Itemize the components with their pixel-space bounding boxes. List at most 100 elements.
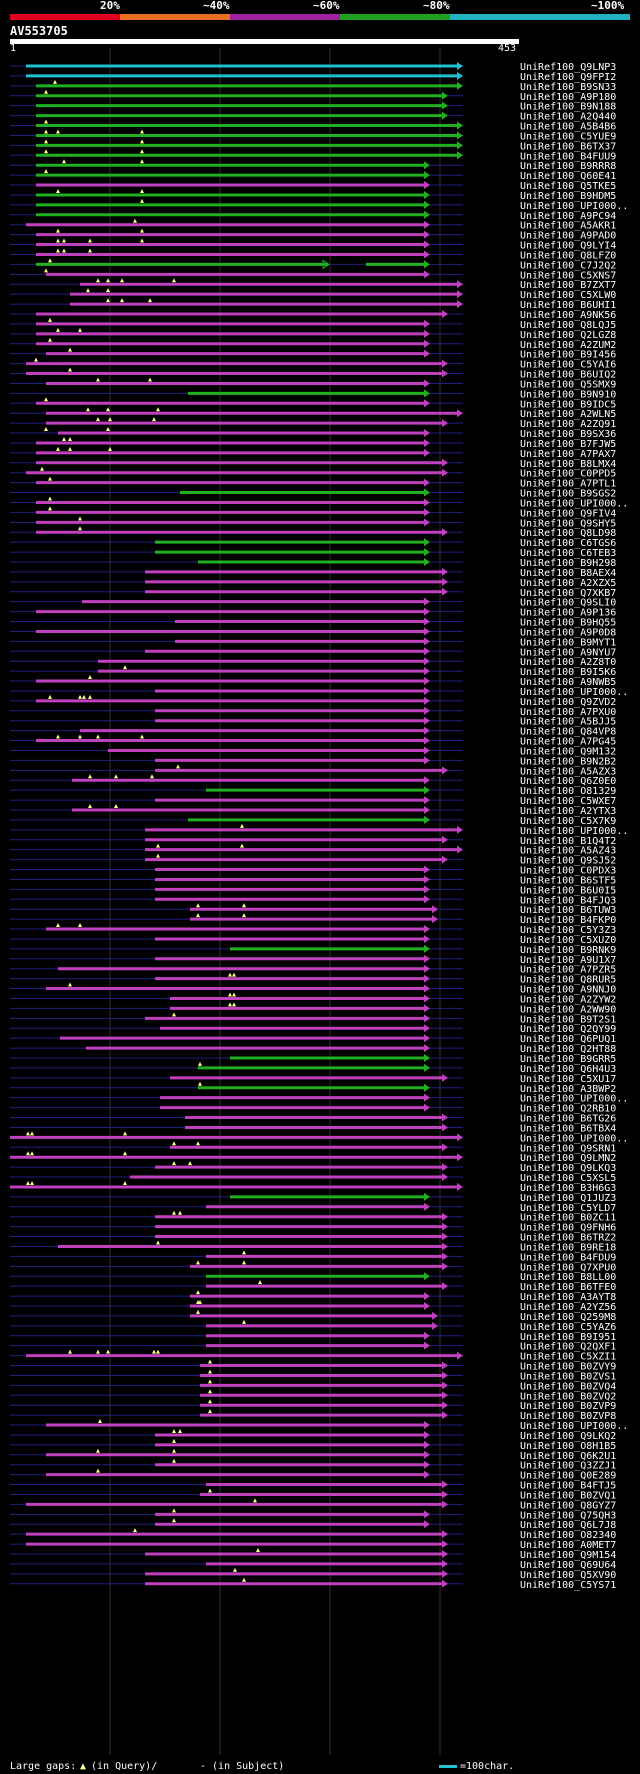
hit-arrow-icon xyxy=(424,696,430,705)
hit-label: UniRef100_B6TBX4 xyxy=(520,1123,616,1134)
hit-arrow-icon xyxy=(457,825,463,834)
hit-arrow-icon xyxy=(442,91,448,100)
query-gap-marker-icon xyxy=(88,694,92,699)
hit-arrow-icon xyxy=(424,865,430,874)
hit-arrow-icon xyxy=(442,1569,448,1578)
query-gap-marker-icon xyxy=(30,1180,34,1185)
hit-arrow-icon xyxy=(424,796,430,805)
hit-arrow-icon xyxy=(424,667,430,676)
query-gap-marker-icon xyxy=(123,1151,127,1156)
query-gap-marker-icon xyxy=(152,417,156,422)
query-gap-marker-icon xyxy=(172,1518,176,1523)
hit-arrow-icon xyxy=(442,1143,448,1152)
hit-arrow-icon xyxy=(442,111,448,120)
query-gap-marker-icon xyxy=(232,972,236,977)
legend-bar-60 xyxy=(230,14,340,20)
hit-label: UniRef100_C5YAI6 xyxy=(520,360,616,371)
query-gap-marker-icon xyxy=(53,79,57,84)
query-gap-marker-icon xyxy=(78,734,82,739)
query-gap-marker-icon xyxy=(196,1260,200,1265)
hit-arrow-icon xyxy=(424,984,430,993)
hit-label: UniRef100_C5XNS7 xyxy=(520,270,616,281)
hit-arrow-icon xyxy=(424,786,430,795)
query-gap-marker-icon xyxy=(82,694,86,699)
query-gap-marker-icon xyxy=(34,357,38,362)
query-gap-marker-icon xyxy=(88,804,92,808)
hit-arrow-icon xyxy=(424,1450,430,1459)
query-gap-marker-icon xyxy=(196,913,200,918)
query-gap-marker-icon xyxy=(62,436,66,441)
hit-label: UniRef100_B0ZVP8 xyxy=(520,1411,616,1422)
legend-label-100: ~100% xyxy=(591,0,625,12)
query-gap-marker-icon xyxy=(233,1567,237,1572)
hit-label: UniRef100_C0PPD5 xyxy=(520,469,616,480)
hit-label: UniRef100_B0ZVS1 xyxy=(520,1371,616,1382)
hit-label: UniRef100_A0MET7 xyxy=(520,1540,616,1551)
query-gap-marker-icon xyxy=(44,427,48,432)
query-gap-marker-icon xyxy=(96,1349,100,1354)
query-gap-marker-icon xyxy=(56,188,60,193)
query-gap-marker-icon xyxy=(78,327,82,332)
hit-label: UniRef100_C7J2Q2 xyxy=(520,260,616,271)
hit-arrow-icon xyxy=(457,71,463,80)
hit-label: UniRef100_B9N2B2 xyxy=(520,756,616,767)
hit-arrow-icon xyxy=(424,488,430,497)
hit-label: UniRef100_C6TEB3 xyxy=(520,548,616,559)
query-gap-marker-icon xyxy=(56,446,60,451)
hit-label: UniRef100_B4FTJ5 xyxy=(520,1481,616,1492)
query-gap-marker-icon xyxy=(133,218,137,223)
hit-arrow-icon xyxy=(424,716,430,725)
hit-label: UniRef100_Q6PUQ1 xyxy=(520,1034,616,1045)
query-gap-marker-icon xyxy=(152,1349,156,1354)
query-gap-marker-icon xyxy=(172,1448,176,1453)
hit-label: UniRef100_A9U1X7 xyxy=(520,955,616,966)
hit-arrow-icon xyxy=(424,329,430,338)
query-gap-marker-icon xyxy=(242,913,246,918)
query-gap-marker-icon xyxy=(96,278,100,283)
hit-label: UniRef100_B3H6G3 xyxy=(520,1183,616,1194)
query-gap-marker-icon xyxy=(228,1002,232,1007)
query-gap-marker-icon xyxy=(172,1508,176,1513)
hit-arrow-icon xyxy=(424,1024,430,1033)
query-gap-marker-icon xyxy=(198,1300,202,1304)
query-gap-marker-icon xyxy=(196,903,200,908)
query-gap-marker-icon xyxy=(156,1349,160,1354)
query-gap-marker-icon xyxy=(68,982,72,987)
query-gap-marker-icon xyxy=(106,288,110,293)
hit-label: UniRef100_A5AZ43 xyxy=(520,846,616,857)
query-gap-marker-icon xyxy=(196,1290,200,1295)
hit-arrow-icon xyxy=(442,1480,448,1489)
query-gap-marker-icon xyxy=(108,417,112,422)
hit-label: UniRef100_A5AKR1 xyxy=(520,221,616,232)
hit-arrow-icon xyxy=(424,230,430,239)
hit-label: UniRef100_B8AEX4 xyxy=(520,568,616,579)
legend-bar-80 xyxy=(340,14,450,20)
hit-label: UniRef100_Q9ZVD2 xyxy=(520,697,616,708)
ruler-start-label: 1 xyxy=(10,43,17,54)
hit-label: UniRef100_B9N188 xyxy=(520,102,616,113)
hit-label: UniRef100_Q9LKQ2 xyxy=(520,1431,616,1442)
query-gap-marker-icon xyxy=(78,526,82,531)
hit-label: UniRef100_B9HQ55 xyxy=(520,618,616,629)
hit-arrow-icon xyxy=(442,1163,448,1172)
hit-arrow-icon xyxy=(424,954,430,963)
hit-label: UniRef100_Q9LMN2 xyxy=(520,1153,616,1164)
hit-arrow-icon xyxy=(424,1103,430,1112)
hit-label: UniRef100_B0ZVQ2 xyxy=(520,1391,616,1402)
query-gap-marker-icon xyxy=(242,1319,246,1324)
legend-label-20: 20% xyxy=(100,0,120,12)
hit-label: UniRef100_UPI000.. xyxy=(520,687,628,698)
hit-arrow-icon xyxy=(442,855,448,864)
hit-label: UniRef100_B9I5K6 xyxy=(520,667,616,678)
hit-arrow-icon xyxy=(457,131,463,140)
query-gap-marker-icon xyxy=(114,804,118,808)
hit-arrow-icon xyxy=(424,1272,430,1281)
hit-arrow-icon xyxy=(424,389,430,398)
hit-arrow-icon xyxy=(424,885,430,894)
hit-arrow-icon xyxy=(424,1054,430,1062)
query-gap-marker-icon xyxy=(68,367,72,372)
hit-arrow-icon xyxy=(424,964,430,973)
hit-label: UniRef100_UPI000.. xyxy=(520,1133,628,1144)
hit-label: UniRef100_O82340 xyxy=(520,1530,616,1541)
hit-label: UniRef100_A3AYT8 xyxy=(520,1292,616,1303)
